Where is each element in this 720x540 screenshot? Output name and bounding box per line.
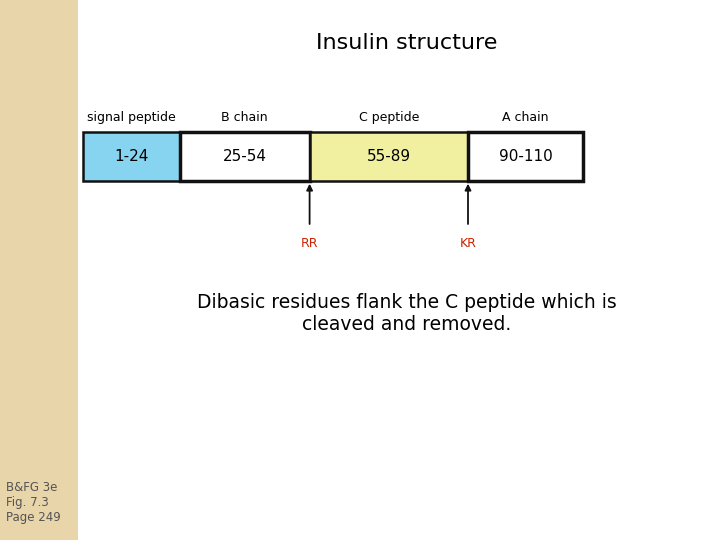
Text: 90-110: 90-110 <box>499 149 552 164</box>
Text: signal peptide: signal peptide <box>87 111 176 124</box>
Bar <box>310 132 468 181</box>
Text: 55-89: 55-89 <box>366 149 411 164</box>
Text: 1-24: 1-24 <box>114 149 148 164</box>
Text: B&FG 3e
Fig. 7.3
Page 249: B&FG 3e Fig. 7.3 Page 249 <box>6 481 60 524</box>
Bar <box>83 132 180 181</box>
Bar <box>0 0 78 540</box>
Text: A chain: A chain <box>503 111 549 124</box>
Text: C peptide: C peptide <box>359 111 419 124</box>
Text: Dibasic residues flank the C peptide which is
cleaved and removed.: Dibasic residues flank the C peptide whi… <box>197 293 616 334</box>
Text: KR: KR <box>459 237 477 249</box>
Bar <box>180 132 310 181</box>
Bar <box>468 132 583 181</box>
Text: RR: RR <box>301 237 318 249</box>
Text: B chain: B chain <box>222 111 268 124</box>
Text: Insulin structure: Insulin structure <box>316 33 498 53</box>
Text: 25-54: 25-54 <box>222 149 267 164</box>
